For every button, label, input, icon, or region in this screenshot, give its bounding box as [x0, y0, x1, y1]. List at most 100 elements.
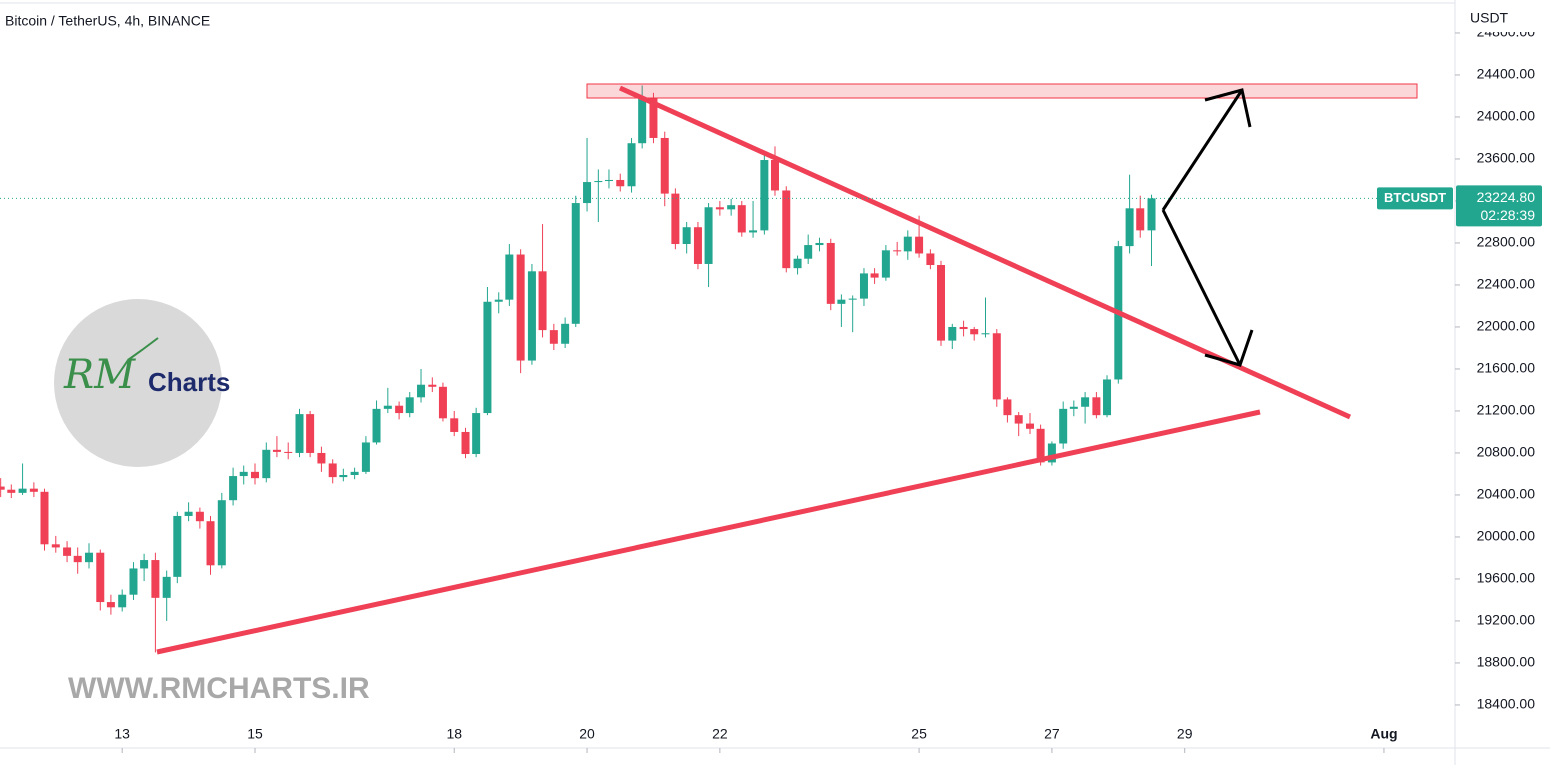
- y-tick-label: 24000.00: [1477, 108, 1536, 124]
- x-tick-label: Aug: [1370, 726, 1397, 742]
- candle-body: [472, 413, 481, 455]
- candle-body: [151, 560, 160, 598]
- candle-body: [7, 489, 16, 493]
- x-tick-label: 29: [1177, 726, 1193, 742]
- candle-body: [29, 488, 38, 492]
- candle-body: [229, 476, 238, 501]
- candle-body: [361, 442, 370, 472]
- candle-body: [239, 471, 248, 477]
- candle-body: [837, 299, 846, 304]
- arrow: [1161, 89, 1244, 211]
- candle-body: [870, 273, 879, 278]
- candle-body: [118, 594, 127, 608]
- x-tick-label: 15: [247, 726, 263, 742]
- candle-body: [1059, 408, 1068, 444]
- y-tick-label: 18800.00: [1477, 654, 1536, 670]
- candle-body: [317, 452, 326, 464]
- x-tick-label: 25: [911, 726, 927, 742]
- y-tick-label: 21200.00: [1477, 402, 1536, 418]
- candle-body: [826, 242, 835, 304]
- candle-body: [18, 488, 27, 493]
- candle-body: [217, 500, 226, 566]
- y-tick-label: 19600.00: [1477, 570, 1536, 586]
- candle-body: [405, 397, 414, 414]
- candle-body: [682, 227, 691, 245]
- logo-circle: [54, 299, 222, 467]
- candle-body: [129, 568, 138, 595]
- candle-body: [1147, 198, 1156, 231]
- candle-body: [251, 471, 260, 479]
- candle-body: [195, 511, 204, 522]
- candle-body: [272, 449, 281, 452]
- candle-body: [1036, 428, 1045, 463]
- candle-body: [372, 408, 381, 443]
- candle-body: [1025, 423, 1034, 429]
- candle-body: [549, 330, 558, 344]
- candle-body: [970, 329, 979, 335]
- chart-title: Bitcoin / TetherUS, 4h, BINANCE: [5, 13, 210, 29]
- candle-body: [561, 323, 570, 344]
- candle-body: [339, 475, 348, 478]
- candle-body: [96, 552, 105, 603]
- candle-body: [383, 405, 392, 409]
- y-tick-label: 19200.00: [1477, 612, 1536, 628]
- candle-body: [1003, 399, 1012, 416]
- candle-body: [206, 521, 215, 566]
- symbol-box: [1377, 187, 1453, 210]
- candle-body: [770, 160, 779, 191]
- y-tick-label: 21600.00: [1477, 360, 1536, 376]
- candle-body: [782, 190, 791, 269]
- candle-body: [649, 98, 658, 138]
- candle-body: [793, 258, 802, 269]
- y-tick-label: 20000.00: [1477, 528, 1536, 544]
- candle-body: [848, 298, 857, 300]
- logo-text: Charts: [148, 367, 230, 397]
- drawings: [156, 83, 1418, 655]
- candle-body: [737, 205, 746, 233]
- candle-body: [417, 384, 426, 398]
- candle-body: [1092, 397, 1101, 416]
- candle-body: [671, 193, 680, 245]
- candle-body: [660, 137, 669, 194]
- candle-body: [1081, 397, 1090, 407]
- candle-body: [981, 333, 990, 335]
- candle-body: [715, 207, 724, 210]
- candle-body: [1136, 208, 1145, 231]
- candle-body: [948, 326, 957, 341]
- candle-body: [604, 179, 613, 182]
- candle-body: [328, 463, 337, 478]
- logo-mark: RM: [63, 352, 136, 398]
- y-tick-label: 20400.00: [1477, 486, 1536, 502]
- candle-body: [638, 98, 647, 144]
- x-tick-label: 22: [712, 726, 728, 742]
- candle-body: [616, 179, 625, 187]
- trend-line: [156, 409, 1261, 655]
- candle-body: [693, 227, 702, 264]
- x-tick-label: 13: [114, 726, 130, 742]
- candle-body: [516, 254, 525, 361]
- candle-body: [527, 271, 536, 361]
- watermark: WWW.RMCHARTS.IR: [68, 672, 370, 705]
- candle-body: [704, 207, 713, 264]
- candle-body: [749, 230, 758, 233]
- candle-body: [63, 547, 72, 556]
- candle-body: [438, 386, 447, 419]
- arrow-head: [1204, 329, 1254, 367]
- y-tick-label: 23600.00: [1477, 150, 1536, 166]
- candle-body: [395, 405, 404, 414]
- candle-body: [571, 203, 580, 324]
- candle-body: [992, 333, 1001, 400]
- countdown-label: 02:28:39: [1481, 207, 1536, 223]
- candle-body: [937, 265, 946, 341]
- candle-body: [881, 250, 890, 278]
- y-tick-label: 20800.00: [1477, 444, 1536, 460]
- candle-body: [350, 471, 359, 476]
- candle-body: [73, 555, 82, 563]
- candle-body: [594, 181, 603, 183]
- candle-body: [893, 250, 902, 252]
- candle-body: [1069, 406, 1078, 409]
- candle-body: [859, 273, 868, 299]
- candle-body: [284, 451, 293, 453]
- x-tick-label: 18: [446, 726, 462, 742]
